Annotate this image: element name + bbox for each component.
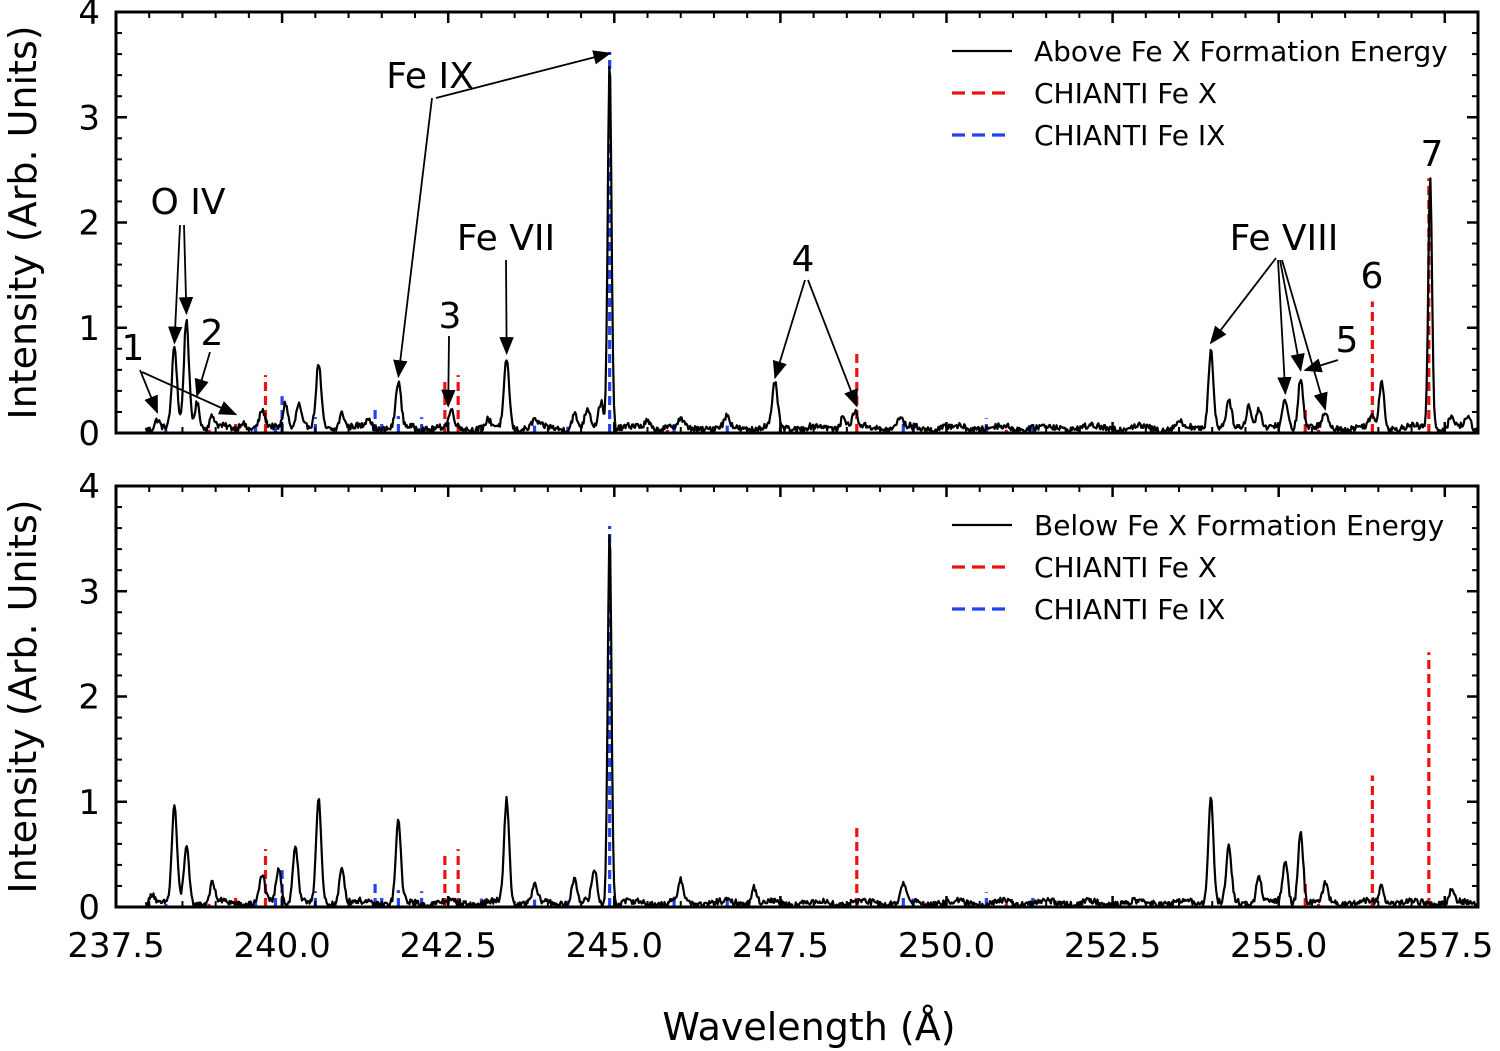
plot-area xyxy=(144,51,1478,433)
annotation-label: 4 xyxy=(792,239,815,280)
x-tick-label: 247.5 xyxy=(732,926,829,966)
legend-label: CHIANTI Fe X xyxy=(1034,77,1217,110)
annotation-label: Fe VII xyxy=(457,218,555,259)
annotation-label: 2 xyxy=(201,313,224,354)
y-tick-label: 4 xyxy=(78,467,100,507)
annotation: 4 xyxy=(772,239,858,408)
annotation-arrow xyxy=(772,279,806,380)
y-tick-label: 1 xyxy=(78,309,100,349)
y-tick-label: 4 xyxy=(78,0,100,33)
annotation-arrow xyxy=(1277,259,1292,396)
annotation-arrow xyxy=(194,351,211,398)
annotation-label: 3 xyxy=(439,296,462,337)
annotation: 2 xyxy=(194,313,224,398)
x-tick-label: 257.5 xyxy=(1396,926,1493,966)
y-tick-label: 0 xyxy=(78,414,100,454)
y-tick-label: 3 xyxy=(78,572,100,612)
legend-label: Above Fe X Formation Energy xyxy=(1034,35,1448,68)
y-tick-label: 2 xyxy=(78,204,100,244)
annotation-arrow xyxy=(393,97,433,379)
annotation-label: O IV xyxy=(150,182,225,223)
annotation-arrow xyxy=(141,371,238,416)
x-tick-label: 237.5 xyxy=(67,926,164,966)
annotation-arrow xyxy=(178,224,194,316)
legend-label: CHIANTI Fe X xyxy=(1034,551,1217,584)
annotation: 6 xyxy=(1361,256,1384,297)
panel-top: 0 1 2 3 4 Intensity (Arb. Units) Above Fe X Fo… xyxy=(1,0,1480,454)
y-tick-label: 3 xyxy=(78,98,100,138)
legend: Above Fe X Formation Energy CHIANTI Fe X C… xyxy=(952,35,1448,152)
x-axis-label: Wavelength (Å) xyxy=(662,1005,955,1049)
spectrum-line xyxy=(144,534,1478,907)
annotation: Fe IX xyxy=(386,50,612,379)
annotation-label: 1 xyxy=(122,328,145,369)
series-chianti-fe-ix xyxy=(164,51,1155,433)
y-tick-label: 2 xyxy=(78,678,100,718)
legend-label: CHIANTI Fe IX xyxy=(1034,119,1225,152)
spectrum-line xyxy=(144,65,1478,433)
y-tick-label: 0 xyxy=(78,888,100,928)
panel-bottom: 237.5 240.0 242.5 245.0 247.5 250.0 252.5 255.0… xyxy=(1,467,1493,1049)
x-tick-label: 255.0 xyxy=(1230,926,1327,966)
annotation-arrow xyxy=(1303,358,1339,373)
x-tick-label: 242.5 xyxy=(400,926,497,966)
annotation-label: Fe IX xyxy=(386,56,474,97)
annotation-arrow xyxy=(441,335,456,408)
y-axis-label: Intensity (Arb. Units) xyxy=(1,25,45,419)
annotation: 1 xyxy=(122,328,238,416)
annotation-arrow xyxy=(435,50,612,99)
annotation-label: 5 xyxy=(1336,320,1359,361)
annotation: Fe VIII xyxy=(1209,218,1339,411)
x-tick-label: 245.0 xyxy=(566,926,663,966)
y-axis-label: Intensity (Arb. Units) xyxy=(1,499,45,893)
annotation-arrow xyxy=(1279,259,1305,372)
plot-area xyxy=(144,525,1478,907)
annotation: Fe VII xyxy=(457,218,555,356)
x-tick-label: 252.5 xyxy=(1064,926,1161,966)
annotation: 7 xyxy=(1421,134,1444,175)
legend-label: Below Fe X Formation Energy xyxy=(1034,509,1444,542)
series-chianti-fe-x xyxy=(147,178,1431,433)
legend: Below Fe X Formation Energy CHIANTI Fe X C… xyxy=(952,509,1444,626)
annotation-arrow xyxy=(499,259,514,356)
series-chianti-fe-ix xyxy=(164,525,1155,907)
annotation: O IV xyxy=(150,182,226,345)
annotation-arrow xyxy=(168,224,183,345)
annotation: 3 xyxy=(439,296,462,408)
x-tick-label: 250.0 xyxy=(898,926,995,966)
annotation-arrow xyxy=(1209,257,1277,345)
annotation-label: 7 xyxy=(1421,134,1444,175)
annotation-arrow xyxy=(807,279,858,408)
legend-label: CHIANTI Fe IX xyxy=(1034,593,1225,626)
y-tick-label: 1 xyxy=(78,783,100,823)
x-tick-label: 240.0 xyxy=(233,926,330,966)
annotation-arrow xyxy=(1281,259,1328,411)
annotation-label: Fe VIII xyxy=(1230,218,1339,259)
annotation-label: 6 xyxy=(1361,256,1384,297)
annotation: 5 xyxy=(1303,320,1359,373)
annotation-arrow xyxy=(139,369,159,414)
